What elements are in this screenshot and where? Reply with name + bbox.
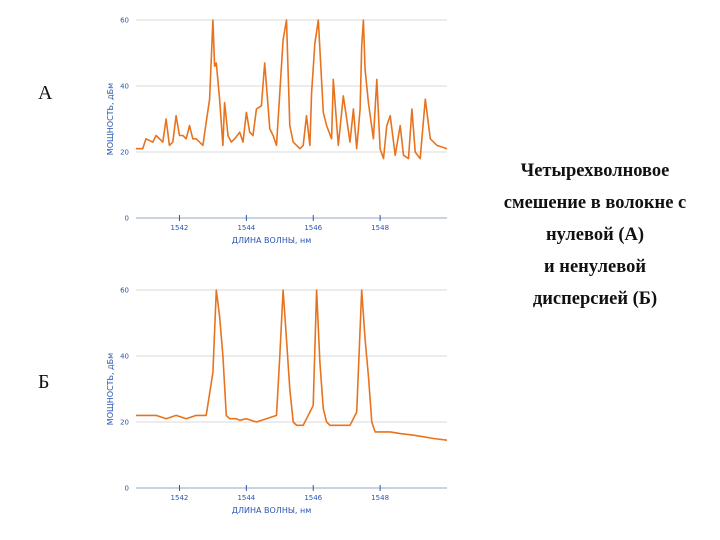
- caption-line-1: Четырехволновое: [520, 161, 670, 181]
- caption-line-2: смешение в волокне с: [503, 193, 687, 213]
- figure-caption: Четырехволновое смешение в волокне с нул…: [470, 155, 720, 315]
- chart-b-x-axis-title: ДЛИНА ВОЛНЫ, нм: [232, 506, 312, 515]
- chart-b: 0 20 40 60 1542 1544 1546 1548 ДЛИНА ВОЛНЫ, нм МО…: [106, 287, 448, 515]
- chart-a-series-line: [136, 19, 448, 160]
- chart-b-y-tick-label: 40: [120, 353, 129, 361]
- panel-label-b: Б: [38, 371, 50, 393]
- chart-b-y-tick-label: 60: [120, 287, 129, 295]
- chart-a-y-tick-label: 60: [120, 17, 129, 25]
- chart-a-y-tick-label: 0: [125, 215, 129, 223]
- chart-b-x-tick-label: 1542: [171, 494, 189, 502]
- panel-label-a: А: [38, 82, 53, 104]
- chart-b-x-tick-label: 1544: [237, 494, 255, 502]
- chart-a-x-tick-label: 1548: [371, 224, 389, 232]
- chart-b-y-tick-label: 20: [120, 419, 129, 427]
- caption-line-5: дисперсией (Б): [532, 289, 658, 309]
- caption-line-3: нулевой (А): [545, 225, 645, 245]
- chart-a-x-tick-label: 1544: [237, 224, 255, 232]
- chart-b-y-tick-label: 0: [125, 485, 129, 493]
- chart-b-series-line: [136, 289, 448, 441]
- chart-b-y-axis-title: МОЩНОСТЬ, дБм: [106, 353, 115, 425]
- chart-a-y-tick-label: 40: [120, 83, 129, 91]
- chart-b-x-tick-label: 1548: [371, 494, 389, 502]
- chart-a-x-axis-title: ДЛИНА ВОЛНЫ, нм: [232, 236, 312, 245]
- chart-a-y-tick-label: 20: [120, 149, 129, 157]
- chart-a-y-axis-title: МОЩНОСТЬ, дБм: [106, 83, 115, 155]
- chart-b-x-tick-label: 1546: [304, 494, 322, 502]
- chart-a: 0 20 40 60 1542 1544 1546 1548 ДЛИНА ВОЛНЫ, нм МО…: [106, 17, 448, 245]
- chart-a-x-tick-label: 1542: [171, 224, 189, 232]
- caption-line-4: и ненулевой: [544, 257, 646, 277]
- chart-a-x-tick-label: 1546: [304, 224, 322, 232]
